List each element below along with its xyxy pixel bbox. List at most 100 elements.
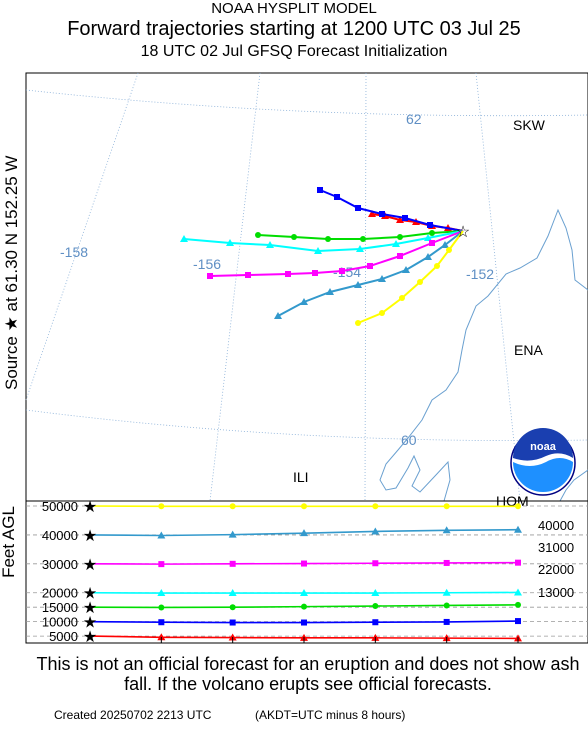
trajectory-point-1-2 bbox=[379, 211, 385, 217]
height-point-1-5 bbox=[443, 618, 450, 625]
end-height-label: 22000 bbox=[538, 562, 574, 577]
height-point-6-1 bbox=[158, 503, 165, 510]
place-skw: SKW bbox=[513, 117, 546, 133]
height-point-5-2 bbox=[228, 530, 237, 538]
height-ytick-label: 40000 bbox=[42, 528, 78, 543]
disclaimer-text: This is not an official forecast for an … bbox=[36, 654, 580, 694]
trajectory-point-6-0 bbox=[446, 247, 452, 253]
trajectory-point-2-3 bbox=[325, 236, 331, 242]
trajectory-point-3-1 bbox=[392, 240, 400, 247]
height-point-5-5 bbox=[442, 526, 451, 534]
place-labels: SKW ENA ILI HOM bbox=[293, 117, 546, 509]
map-graticule bbox=[25, 72, 588, 502]
height-ytick-label: 10000 bbox=[42, 615, 78, 630]
height-panel-frame bbox=[25, 500, 588, 644]
height-point-2-5 bbox=[443, 602, 450, 609]
height-point-3-1 bbox=[157, 589, 166, 597]
height-point-6-4 bbox=[372, 503, 379, 510]
height-point-1-4 bbox=[372, 619, 379, 626]
trajectory-point-4-1 bbox=[397, 253, 403, 259]
trajectory-point-6-5 bbox=[355, 320, 361, 326]
height-point-1-2 bbox=[229, 619, 236, 626]
trajectory-point-5-5 bbox=[326, 288, 334, 295]
place-ili: ILI bbox=[293, 469, 309, 485]
model-title: NOAA HYSPLIT MODEL bbox=[211, 0, 377, 17]
graticule-labels: -158 -156 -154 -152 62 60 bbox=[60, 111, 494, 448]
height-point-3-5 bbox=[442, 588, 451, 596]
trajectory-point-0-5 bbox=[368, 210, 376, 217]
height-point-3-3 bbox=[300, 589, 308, 597]
created-timestamp: Created 20250702 2213 UTC bbox=[54, 708, 212, 722]
height-point-4-3 bbox=[301, 560, 307, 567]
end-height-label: 40000 bbox=[538, 518, 574, 533]
trajectory-point-4-6 bbox=[245, 272, 251, 278]
trajectory-point-4-7 bbox=[207, 273, 213, 279]
height-point-6-5 bbox=[443, 503, 450, 510]
place-ena: ENA bbox=[514, 342, 543, 358]
trajectory-point-3-6 bbox=[180, 235, 188, 242]
lat-label-62: 62 bbox=[406, 111, 422, 127]
height-point-2-2 bbox=[229, 604, 236, 611]
trajectory-point-1-0 bbox=[427, 222, 433, 228]
height-point-5-1 bbox=[157, 531, 166, 539]
trajectory-point-3-2 bbox=[356, 245, 364, 252]
height-point-5-4 bbox=[371, 527, 380, 535]
height-ytick-label: 15000 bbox=[42, 600, 78, 615]
height-point-4-5 bbox=[443, 559, 450, 566]
height-point-3-2 bbox=[228, 589, 237, 597]
trajectory-layer bbox=[180, 187, 464, 326]
source-star-icon: ☆ bbox=[456, 224, 470, 241]
map-frame bbox=[25, 72, 588, 502]
trajectory-point-2-1 bbox=[397, 234, 403, 240]
coastline bbox=[379, 208, 588, 502]
height-point-1-3 bbox=[301, 619, 307, 626]
trajectory-point-5-1 bbox=[424, 253, 432, 260]
lon-label-152: -152 bbox=[466, 266, 494, 282]
trajectory-point-6-4 bbox=[379, 310, 385, 316]
height-point-4-4 bbox=[372, 560, 379, 567]
height-point-2-4 bbox=[372, 603, 379, 610]
height-point-1-6 bbox=[515, 618, 521, 625]
height-source-star-icon: ★ bbox=[83, 528, 97, 545]
trajectory-point-4-0 bbox=[429, 240, 435, 246]
height-point-5-6 bbox=[514, 525, 522, 533]
trajectory-point-3-0 bbox=[424, 234, 432, 241]
trajectory-point-5-2 bbox=[402, 266, 410, 273]
trajectory-point-5-6 bbox=[300, 298, 308, 305]
trajectory-title: Forward trajectories starting at 1200 UT… bbox=[67, 18, 521, 40]
height-point-2-6 bbox=[515, 601, 521, 608]
height-point-4-6 bbox=[515, 559, 521, 566]
trajectory-point-2-4 bbox=[291, 234, 297, 240]
trajectory-point-4-2 bbox=[367, 263, 373, 269]
height-ytick-label: 20000 bbox=[42, 586, 78, 601]
end-height-label: 13000 bbox=[538, 585, 574, 600]
height-point-4-2 bbox=[229, 560, 236, 567]
height-point-6-2 bbox=[229, 503, 236, 510]
lat-label-60: 60 bbox=[401, 432, 417, 448]
trajectory-point-1-1 bbox=[402, 215, 408, 221]
trajectory-point-1-5 bbox=[317, 187, 323, 193]
lon-label-158: -158 bbox=[60, 244, 88, 260]
trajectory-point-3-4 bbox=[266, 241, 274, 248]
height-tick-labels: 5000040000300002000015000100005000131415… bbox=[42, 499, 574, 644]
timezone-note: (AKDT=UTC minus 8 hours) bbox=[255, 708, 406, 722]
trajectory-point-2-5 bbox=[255, 232, 261, 238]
height-layer: ★★★★★★★ bbox=[26, 499, 588, 646]
height-ytick-label: 30000 bbox=[42, 557, 78, 572]
trajectory-point-3-5 bbox=[226, 239, 234, 246]
height-source-star-icon: ★ bbox=[83, 615, 97, 632]
trajectory-plot: -158 -156 -154 -152 62 60 SKW ENA ILI HO… bbox=[25, 72, 588, 646]
height-point-1-1 bbox=[158, 619, 165, 626]
trajectory-line-1 bbox=[319, 189, 464, 232]
height-point-3-4 bbox=[371, 589, 380, 597]
height-point-6-6 bbox=[515, 503, 521, 510]
height-ytick-label: 5000 bbox=[49, 629, 78, 644]
height-source-star-icon: ★ bbox=[83, 586, 97, 603]
trajectory-point-5-7 bbox=[274, 312, 282, 319]
height-source-star-icon: ★ bbox=[83, 629, 97, 646]
initialization-subtitle: 18 UTC 02 Jul GFSQ Forecast Initializati… bbox=[140, 43, 448, 60]
height-point-2-1 bbox=[158, 604, 165, 611]
trajectory-line-6 bbox=[357, 230, 464, 324]
height-ytick-label: 50000 bbox=[42, 499, 78, 514]
trajectory-point-1-3 bbox=[355, 205, 361, 211]
